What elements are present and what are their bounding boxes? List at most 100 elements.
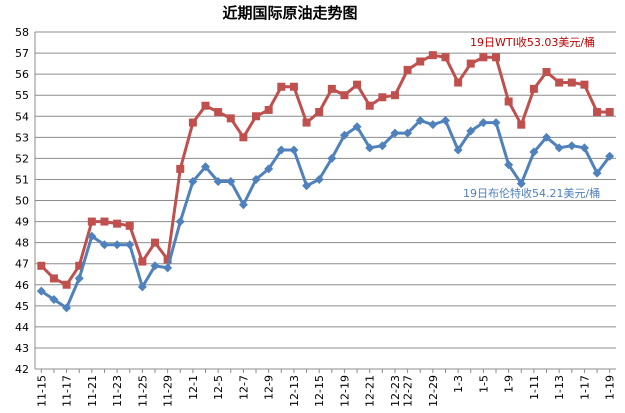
data-point <box>188 118 197 127</box>
data-point <box>315 108 324 117</box>
x-tick-label: 1-13 <box>553 375 566 400</box>
data-point <box>353 80 362 89</box>
data-point <box>416 57 425 66</box>
x-tick-label: 11-25 <box>136 375 149 407</box>
wti-annotation: 19日WTI收53.03美元/桶 <box>470 35 595 49</box>
data-point <box>403 128 413 138</box>
data-point <box>441 53 450 62</box>
data-point <box>466 126 476 136</box>
data-point <box>517 120 526 129</box>
x-tick-label: 12-15 <box>313 375 326 407</box>
y-tick-label: 47 <box>15 258 29 271</box>
data-point <box>214 108 223 117</box>
data-point <box>352 122 362 132</box>
data-point <box>239 133 248 142</box>
data-point <box>302 118 311 127</box>
data-point <box>365 143 375 153</box>
y-tick-label: 56 <box>15 68 29 81</box>
x-tick-label: 1-19 <box>604 375 617 400</box>
data-point <box>100 217 109 226</box>
data-point <box>112 240 122 250</box>
y-tick-label: 44 <box>15 321 29 334</box>
gridlines <box>35 31 616 370</box>
data-point <box>125 240 135 250</box>
data-point <box>75 261 84 270</box>
data-point <box>365 101 374 110</box>
data-point <box>592 168 602 178</box>
data-point <box>49 274 58 283</box>
data-point <box>99 240 109 250</box>
y-tick-label: 53 <box>15 131 29 144</box>
data-point <box>529 147 539 157</box>
data-point <box>264 164 274 174</box>
chart-title: 近期国际原油走势图 <box>222 4 357 22</box>
data-point <box>62 280 71 289</box>
x-tick-label: 12-23 <box>389 375 402 407</box>
data-point <box>113 219 122 228</box>
x-tick-label: 12-13 <box>288 375 301 407</box>
data-point <box>428 51 437 60</box>
x-tick-label: 12-19 <box>338 375 351 407</box>
data-point <box>201 162 211 172</box>
data-point <box>327 84 336 93</box>
x-tick-label: 1-3 <box>452 375 465 393</box>
x-axis-ticks: 11-15 11-17 11-21 11-23 11-25 11-29 12-1 12-5 12… <box>35 369 617 407</box>
x-tick-label: 12-7 <box>237 375 250 400</box>
data-point <box>403 65 412 74</box>
x-tick-label: 1-17 <box>578 375 591 400</box>
series-line <box>40 53 610 287</box>
data-point <box>504 160 514 170</box>
y-tick-label: 55 <box>15 89 29 102</box>
x-tick-label: 12-27 <box>402 375 415 407</box>
data-point <box>440 115 450 125</box>
data-point <box>554 143 564 153</box>
data-point <box>289 82 298 91</box>
data-point <box>453 145 463 155</box>
data-point <box>314 174 324 184</box>
y-tick-label: 54 <box>15 110 29 123</box>
y-tick-label: 50 <box>15 195 29 208</box>
data-point <box>415 115 425 125</box>
data-point <box>378 93 387 102</box>
data-point <box>150 261 160 271</box>
x-tick-label: 12-1 <box>187 375 200 400</box>
axes <box>34 32 616 370</box>
data-point <box>454 78 463 87</box>
data-point <box>238 200 248 210</box>
data-point <box>125 221 134 230</box>
y-tick-label: 46 <box>15 279 29 292</box>
y-tick-label: 42 <box>15 363 29 376</box>
data-point <box>188 177 198 187</box>
data-point <box>466 59 475 68</box>
x-tick-label: 12-29 <box>427 375 440 407</box>
data-point <box>176 164 185 173</box>
data-point <box>62 303 72 313</box>
data-point <box>542 68 551 77</box>
y-tick-label: 57 <box>15 47 29 60</box>
series-brent <box>36 115 615 313</box>
data-point <box>479 53 488 62</box>
data-point <box>390 91 399 100</box>
data-point <box>428 120 438 130</box>
y-tick-label: 58 <box>15 26 29 39</box>
data-point <box>289 145 299 155</box>
data-point <box>504 97 513 106</box>
x-tick-label: 11-17 <box>61 375 74 407</box>
data-point <box>529 84 538 93</box>
brent-annotation: 19日布伦特收54.21美元/桶 <box>463 186 600 200</box>
data-point <box>339 130 349 140</box>
x-tick-label: 12-5 <box>212 375 225 400</box>
data-point <box>138 257 147 266</box>
series-line <box>40 119 611 310</box>
data-point <box>593 108 602 117</box>
series-wti <box>37 51 614 289</box>
data-point <box>390 128 400 138</box>
data-point <box>567 141 577 151</box>
data-point <box>175 217 185 227</box>
x-tick-label: 1-9 <box>503 375 516 393</box>
data-point <box>87 217 96 226</box>
x-tick-label: 1-11 <box>528 375 541 400</box>
data-point <box>605 151 615 161</box>
x-tick-label: 11-23 <box>111 375 124 407</box>
